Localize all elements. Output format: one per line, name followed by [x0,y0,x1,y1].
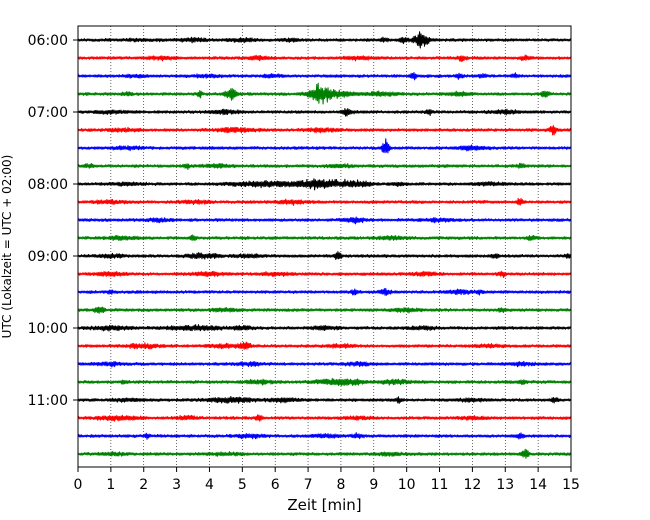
trace-1115 [77,414,572,422]
trace-0945 [77,306,572,314]
x-tick-label: 0 [74,477,83,493]
trace-0930 [77,287,572,296]
x-tick-label: 11 [431,477,449,493]
trace-0645 [77,82,572,105]
x-tick-label: 7 [304,477,313,493]
trace-0915 [77,270,572,278]
x-tick-label: 15 [562,477,580,493]
trace-1030 [77,360,572,368]
trace-0730 [77,138,572,154]
x-tick-label: 9 [369,477,378,493]
x-tick-label: 12 [463,477,481,493]
trace-0615 [77,54,572,63]
x-tick-label: 8 [336,477,345,493]
plot-frame [77,25,572,468]
y-axis: 06:00 07:00 08:00 09:00 10:00 11:00 [28,33,78,409]
trace-0600 [77,31,572,49]
trace-0900 [77,251,572,260]
x-tick-label: 13 [496,477,514,493]
x-tick-label: 3 [172,477,181,493]
trace-1000 [77,324,572,332]
y-tick-label: 06:00 [28,33,68,49]
seismogram-traces [77,31,572,459]
trace-0845 [77,234,572,242]
trace-1100 [77,396,572,404]
y-tick-label: 08:00 [28,177,68,193]
trace-0800 [77,178,572,191]
x-tick-label: 1 [106,477,115,493]
y-tick-label: 07:00 [28,105,68,121]
x-tick-label: 14 [529,477,547,493]
x-axis-label: Zeit [min] [287,496,361,514]
trace-1145 [77,448,572,459]
trace-1045 [77,377,572,387]
x-tick-label: 2 [139,477,148,493]
trace-0715 [77,125,572,136]
x-tick-label: 6 [271,477,280,493]
x-axis: 0 1 2 3 4 5 6 7 8 9 10 11 12 13 14 15 [74,467,580,493]
trace-1015 [77,341,572,350]
x-tick-label: 10 [398,477,416,493]
x-tick-label: 5 [238,477,247,493]
trace-0745 [77,162,572,170]
trace-0630 [77,72,572,81]
trace-0700 [77,108,572,117]
y-axis-label: UTC (Lokalzeit = UTC + 02:00) [0,155,14,339]
y-tick-label: 09:00 [28,249,68,265]
y-tick-label: 11:00 [28,393,68,409]
trace-0815 [77,197,572,206]
y-tick-label: 10:00 [28,321,68,337]
trace-0830 [77,216,572,225]
x-tick-label: 4 [205,477,214,493]
trace-1130 [77,432,572,440]
